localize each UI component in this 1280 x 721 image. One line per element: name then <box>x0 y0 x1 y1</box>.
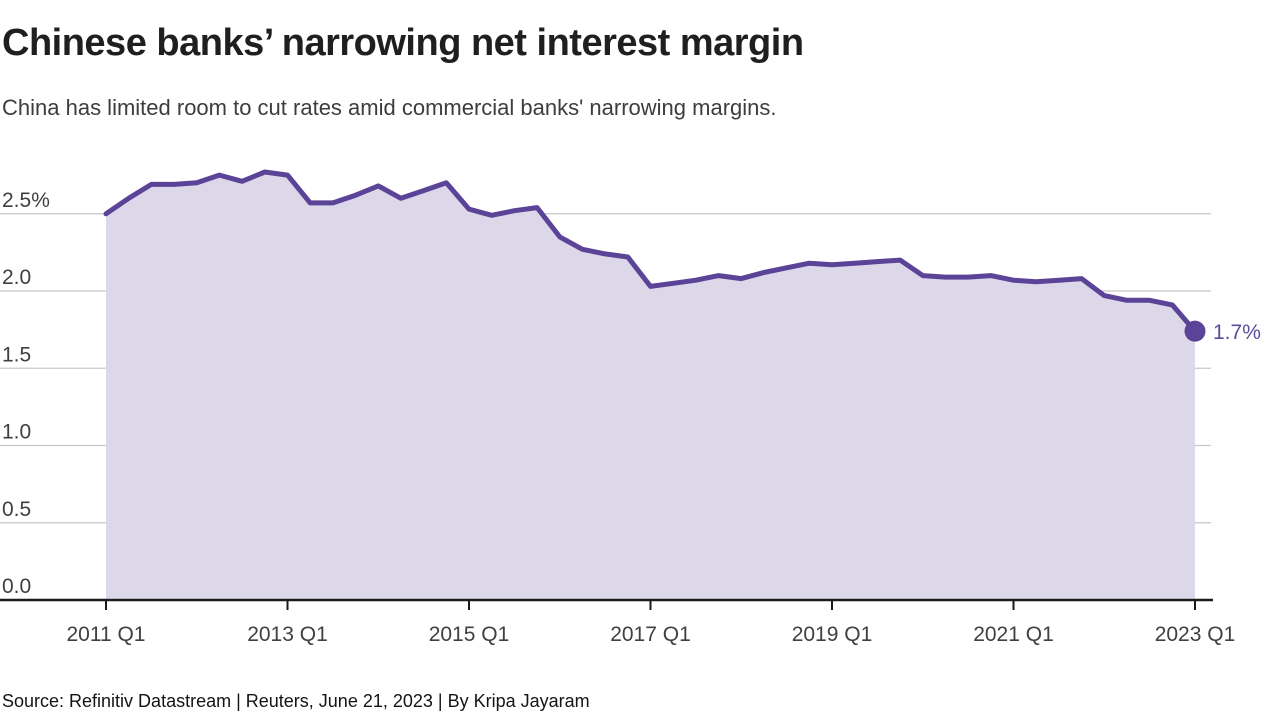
line-series <box>103 169 1198 334</box>
x-axis-label: 2021 Q1 <box>973 623 1054 646</box>
x-axis-label: 2011 Q1 <box>66 623 145 646</box>
end-point-dot <box>1184 320 1206 342</box>
y-axis-label: 2.0 <box>2 266 31 289</box>
x-axis-label: 2017 Q1 <box>610 623 691 646</box>
source-attribution: Source: Refinitiv Datastream | Reuters, … <box>2 691 590 711</box>
chart-title: Chinese banks’ narrowing net interest ma… <box>2 22 804 64</box>
y-axis-label: 1.0 <box>2 421 31 444</box>
y-axis-label: 2.5% <box>2 189 50 212</box>
area-fill <box>106 172 1195 599</box>
x-axis-label: 2019 Q1 <box>792 623 873 646</box>
x-axis-label: 2023 Q1 <box>1155 623 1236 646</box>
y-axis-label: 0.5 <box>2 498 31 521</box>
chart-subtitle: China has limited room to cut rates amid… <box>2 95 777 120</box>
x-axis-label: 2015 Q1 <box>429 623 510 646</box>
end-value-label: 1.7% <box>1213 321 1261 344</box>
x-axis-label: 2013 Q1 <box>247 623 328 646</box>
y-axis-label: 1.5 <box>2 343 31 366</box>
y-axis-label: 0.0 <box>2 575 31 598</box>
